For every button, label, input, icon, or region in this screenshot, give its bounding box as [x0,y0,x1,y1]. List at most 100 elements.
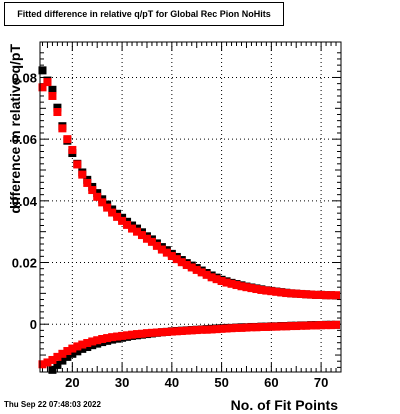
data-point [108,208,117,217]
data-point [142,329,151,338]
data-point [98,335,107,343]
data-point [48,91,57,100]
data-point [38,360,47,369]
x-tick-label: 40 [165,375,179,390]
data-point [147,237,156,246]
data-point [103,203,112,212]
data-point [222,324,231,333]
data-point [307,290,316,299]
data-point [167,327,176,336]
data-point [68,349,77,358]
data-point [297,321,306,330]
data-point [63,135,72,144]
data-point [237,323,246,332]
data-point [242,323,251,332]
chart-title: Fitted difference in relative q/pT for G… [4,2,284,26]
data-point [232,281,241,290]
data-point [43,358,52,367]
data-point [83,343,92,352]
data-point [128,224,137,233]
data-point [227,324,236,333]
data-point [172,327,181,336]
data-point [83,339,92,348]
data-point [78,340,87,349]
data-point [227,279,236,288]
data-point [152,241,161,250]
data-point [192,265,201,274]
data-point [297,289,306,298]
data-point [302,290,311,299]
data-point [88,186,97,195]
data-point [242,283,251,292]
data-point [292,322,301,331]
data-point [262,286,271,295]
data-point [202,270,211,279]
data-point [58,349,67,358]
data-point [118,216,127,225]
data-point [137,231,146,240]
data-point [38,66,47,75]
data-point [217,277,226,286]
data-point [53,352,62,361]
data-point [267,322,276,331]
data-point [78,344,87,353]
data-point [237,282,246,291]
data-point [167,252,176,261]
data-point [118,331,127,340]
data-point [133,330,142,339]
data-point [157,245,166,254]
y-tick-label: 0.02 [12,256,37,271]
data-point [133,227,142,236]
data-point [332,291,341,300]
data-point [307,321,316,330]
data-point [277,288,286,297]
data-point [123,220,132,229]
data-point [282,289,291,298]
footer-timestamp: Thu Sep 22 07:48:03 2022 [4,400,101,409]
data-point [68,344,77,353]
data-point [88,337,97,346]
data-point [123,331,132,340]
data-point [78,170,87,179]
data-point [48,365,57,374]
y-tick-label: 0.04 [12,194,38,209]
data-point [137,329,146,338]
data-point [113,332,122,341]
data-point [232,323,241,332]
data-point [202,325,211,334]
data-point [147,328,156,337]
data-point [302,321,311,330]
data-point [38,83,47,92]
data-point [272,322,281,331]
y-tick-label: 0.08 [12,70,37,85]
data-point [63,352,72,361]
data-point [48,355,57,364]
data-point [222,278,231,287]
data-point [327,321,336,330]
tick-labels: 20 30 40 50 60 70 0 0.02 0.04 0.06 0.08 [12,70,329,390]
data-point [257,322,266,331]
data-point [157,328,166,337]
data-point [73,342,82,351]
y-tick-label: 0.06 [12,132,37,147]
data-point [207,273,216,282]
y-tick-label: 0 [30,317,37,332]
data-point [257,285,266,294]
data-point [177,258,186,267]
data-point [312,321,321,330]
data-point [108,333,117,342]
x-tick-label: 30 [115,375,129,390]
data-point [63,347,72,356]
data-point [68,145,77,154]
data-point [207,325,216,334]
data-point [312,290,321,299]
data-point [197,268,206,277]
data-point [73,347,82,356]
data-point [187,263,196,272]
data-point [262,322,271,331]
data-point [327,291,336,300]
data-point [332,320,341,329]
x-tick-label: 60 [264,375,278,390]
data-point [128,330,137,339]
